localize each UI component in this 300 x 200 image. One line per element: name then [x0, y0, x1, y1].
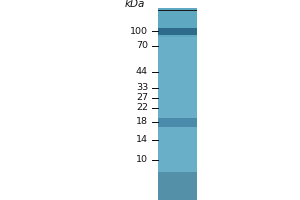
Text: 70: 70: [136, 42, 148, 50]
Text: 44: 44: [136, 68, 148, 76]
Text: 10: 10: [136, 156, 148, 164]
Text: kDa: kDa: [125, 0, 146, 9]
Text: 33: 33: [136, 84, 148, 92]
Text: 100: 100: [130, 26, 148, 36]
Text: 18: 18: [136, 117, 148, 127]
Text: 22: 22: [136, 104, 148, 112]
Text: 27: 27: [136, 94, 148, 102]
Text: 14: 14: [136, 136, 148, 144]
